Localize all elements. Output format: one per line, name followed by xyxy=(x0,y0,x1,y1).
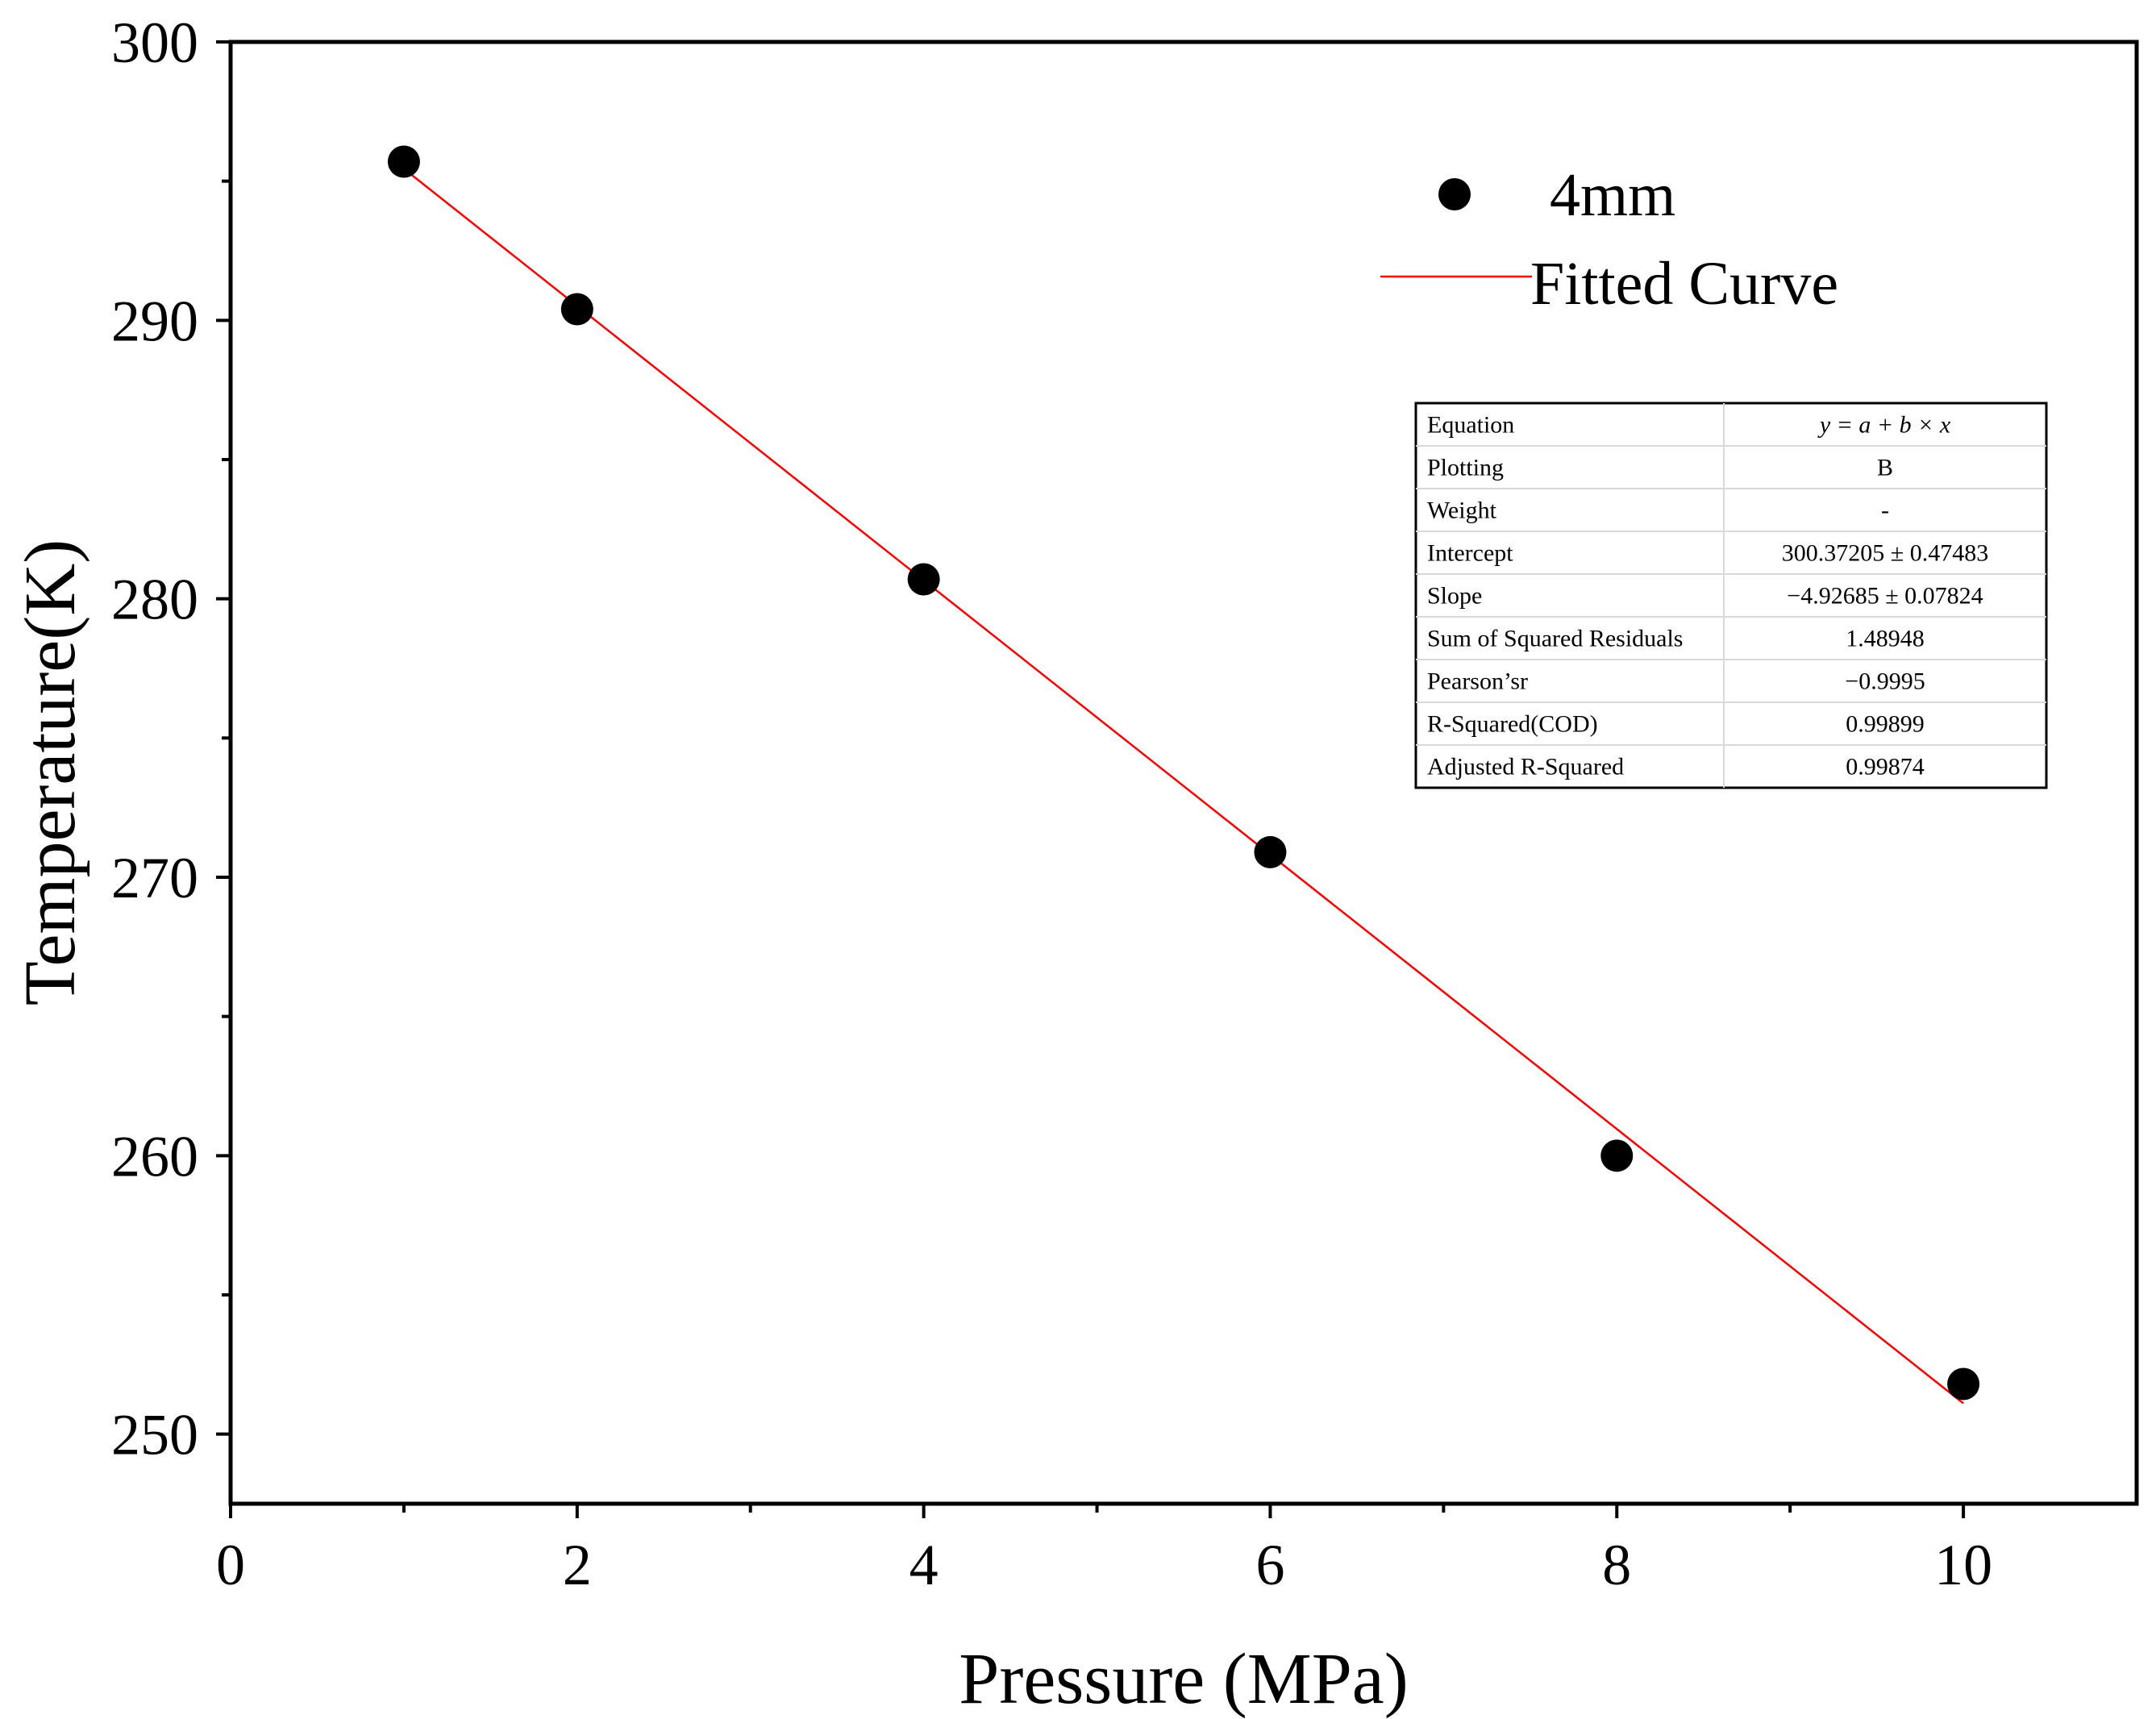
x-tick-label: 10 xyxy=(1934,1533,1992,1597)
x-tick-label: 2 xyxy=(563,1533,592,1597)
y-tick-label: 300 xyxy=(111,10,198,75)
stats-row-label: Intercept xyxy=(1427,540,1513,567)
y-tick-label: 290 xyxy=(111,289,198,353)
stats-row-value: −0.9995 xyxy=(1845,668,1925,695)
stats-row-label: R-Squared(COD) xyxy=(1427,711,1598,738)
data-point xyxy=(560,293,593,326)
plot-frame xyxy=(228,40,2139,1506)
data-point xyxy=(1947,1367,1980,1401)
x-tick-label: 6 xyxy=(1255,1533,1284,1597)
data-points xyxy=(387,145,1980,1401)
y-tick-label: 280 xyxy=(111,568,198,632)
stats-table-grid xyxy=(1416,403,2046,788)
y-axis-title: Temperature(K) xyxy=(10,539,90,1005)
legend-label-fitted-curve: Fitted Curve xyxy=(1530,250,1838,318)
stats-row-label: Equation xyxy=(1427,412,1514,439)
y-axis-ticks xyxy=(216,40,231,1436)
stats-row-value: −4.92685 ± 0.07824 xyxy=(1787,583,1983,610)
data-point xyxy=(907,563,940,596)
stats-row-label: Adjusted R-Squared xyxy=(1427,754,1624,780)
x-axis-tick-labels: 0 2 4 6 8 10 xyxy=(216,1533,1992,1597)
stats-row-value: 300.37205 ± 0.47483 xyxy=(1782,540,1988,567)
legend-label-4mm: 4mm xyxy=(1550,161,1675,229)
stats-row-value: B xyxy=(1877,455,1893,481)
x-tick-label: 4 xyxy=(909,1533,939,1597)
stats-table-border xyxy=(1414,402,2048,789)
y-tick-label: 270 xyxy=(111,846,198,910)
stats-row-label: Sum of Squared Residuals xyxy=(1427,626,1683,652)
stats-row-value: 0.99899 xyxy=(1846,711,1925,738)
stats-row-label: Plotting xyxy=(1427,455,1504,481)
fitted-curve-line xyxy=(403,168,1964,1405)
data-point xyxy=(387,145,420,178)
legend: 4mm Fitted Curve xyxy=(1380,161,1838,318)
legend-marker-4mm xyxy=(1438,178,1471,210)
x-axis-title: Pressure (MPa) xyxy=(959,1639,1408,1719)
y-axis-tick-labels: 250 260 270 280 290 300 xyxy=(111,10,198,1467)
stats-row-label: Slope xyxy=(1427,583,1482,610)
y-tick-label: 250 xyxy=(111,1403,198,1467)
x-tick-label: 0 xyxy=(216,1533,245,1597)
data-point xyxy=(1254,835,1287,868)
stats-row-value: - xyxy=(1881,497,1889,524)
y-tick-label: 260 xyxy=(111,1124,198,1188)
stats-row-value: 0.99874 xyxy=(1846,754,1925,780)
stats-row-value: y = a + b × x xyxy=(1817,412,1951,439)
x-axis-ticks xyxy=(229,1504,1966,1518)
stats-row-label: Pearson’sr xyxy=(1427,668,1528,695)
stats-row-label: Weight xyxy=(1427,497,1497,524)
fit-statistics-table: Equation y = a + b × x Plotting B Weight - Int… xyxy=(1414,402,2048,789)
stats-row-value: 1.48948 xyxy=(1846,626,1925,652)
x-tick-label: 8 xyxy=(1602,1533,1631,1597)
data-point xyxy=(1600,1139,1634,1172)
stats-table-rows: Equation y = a + b × x Plotting B Weight - Int… xyxy=(1427,412,1988,780)
